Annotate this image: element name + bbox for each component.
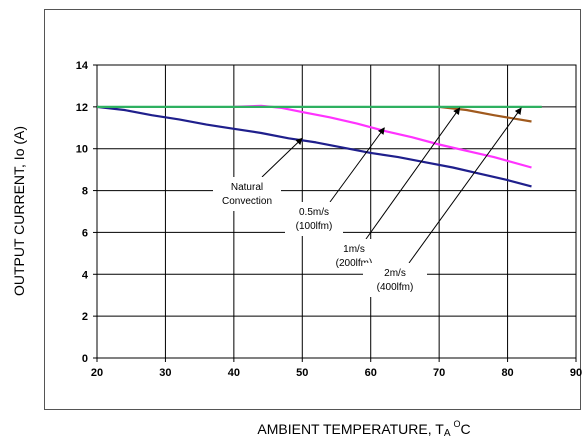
y-tick-label: 8 (82, 186, 88, 198)
annotation-arrow (261, 137, 303, 178)
x-tick-label: 80 (501, 367, 513, 379)
annotation-arrow (408, 107, 522, 264)
y-tick-labels: 0 2 4 6 8 10 12 14 (76, 60, 89, 365)
y-tick-label: 14 (76, 60, 89, 72)
y-tick-label: 0 (82, 353, 88, 365)
annotation-label: 1m/s (343, 244, 365, 255)
x-tick-label: 90 (570, 367, 582, 379)
y-tick-label: 2 (82, 311, 88, 323)
x-tick-labels: 20 30 40 50 60 70 80 90 (91, 367, 582, 379)
annotation-label: 2m/s (384, 268, 406, 279)
x-axis-title-sub: A (444, 428, 451, 439)
y-tick-label: 6 (82, 227, 88, 239)
annotations: Natural Convection 0.5m/s (100lfm) 1m/s (200l… (213, 107, 522, 297)
x-tick-label: 60 (365, 367, 377, 379)
x-tick-label: 20 (91, 367, 103, 379)
x-axis-title-main: AMBIENT TEMPERATURE, T (257, 421, 444, 437)
annotation-label: (400lfm) (377, 282, 414, 293)
annotation-box (363, 263, 427, 297)
annotation-box (213, 177, 281, 211)
annotation-label: Convection (222, 196, 272, 207)
x-axis-title-unit: C (461, 421, 471, 437)
annotation-label: (200lfm) (336, 258, 373, 269)
grid (93, 64, 577, 362)
x-tick-label: 50 (296, 367, 308, 379)
annotation-label: 0.5m/s (299, 207, 329, 218)
annotation-box (285, 202, 343, 236)
annotation-label: (100lfm) (296, 221, 333, 232)
annotation-arrow (329, 127, 385, 203)
y-tick-label: 10 (76, 144, 88, 156)
x-tick-label: 40 (228, 367, 240, 379)
x-tick-label: 30 (159, 367, 171, 379)
y-tick-label: 12 (76, 102, 88, 114)
series-line-0 (96, 105, 532, 188)
chart-frame (44, 9, 581, 410)
x-axis-title-sup: O (453, 419, 460, 429)
x-tick-label: 70 (433, 367, 445, 379)
series-lines (96, 104, 542, 188)
series-line-2 (438, 105, 532, 123)
y-tick-label: 4 (82, 269, 89, 281)
annotation-label: Natural (231, 182, 263, 193)
annotation-arrow (365, 107, 461, 240)
y-axis-title: OUTPUT CURRENT, Io (A) (11, 126, 27, 296)
x-axis-title: AMBIENT TEMPERATURE, TAOC (257, 419, 470, 439)
